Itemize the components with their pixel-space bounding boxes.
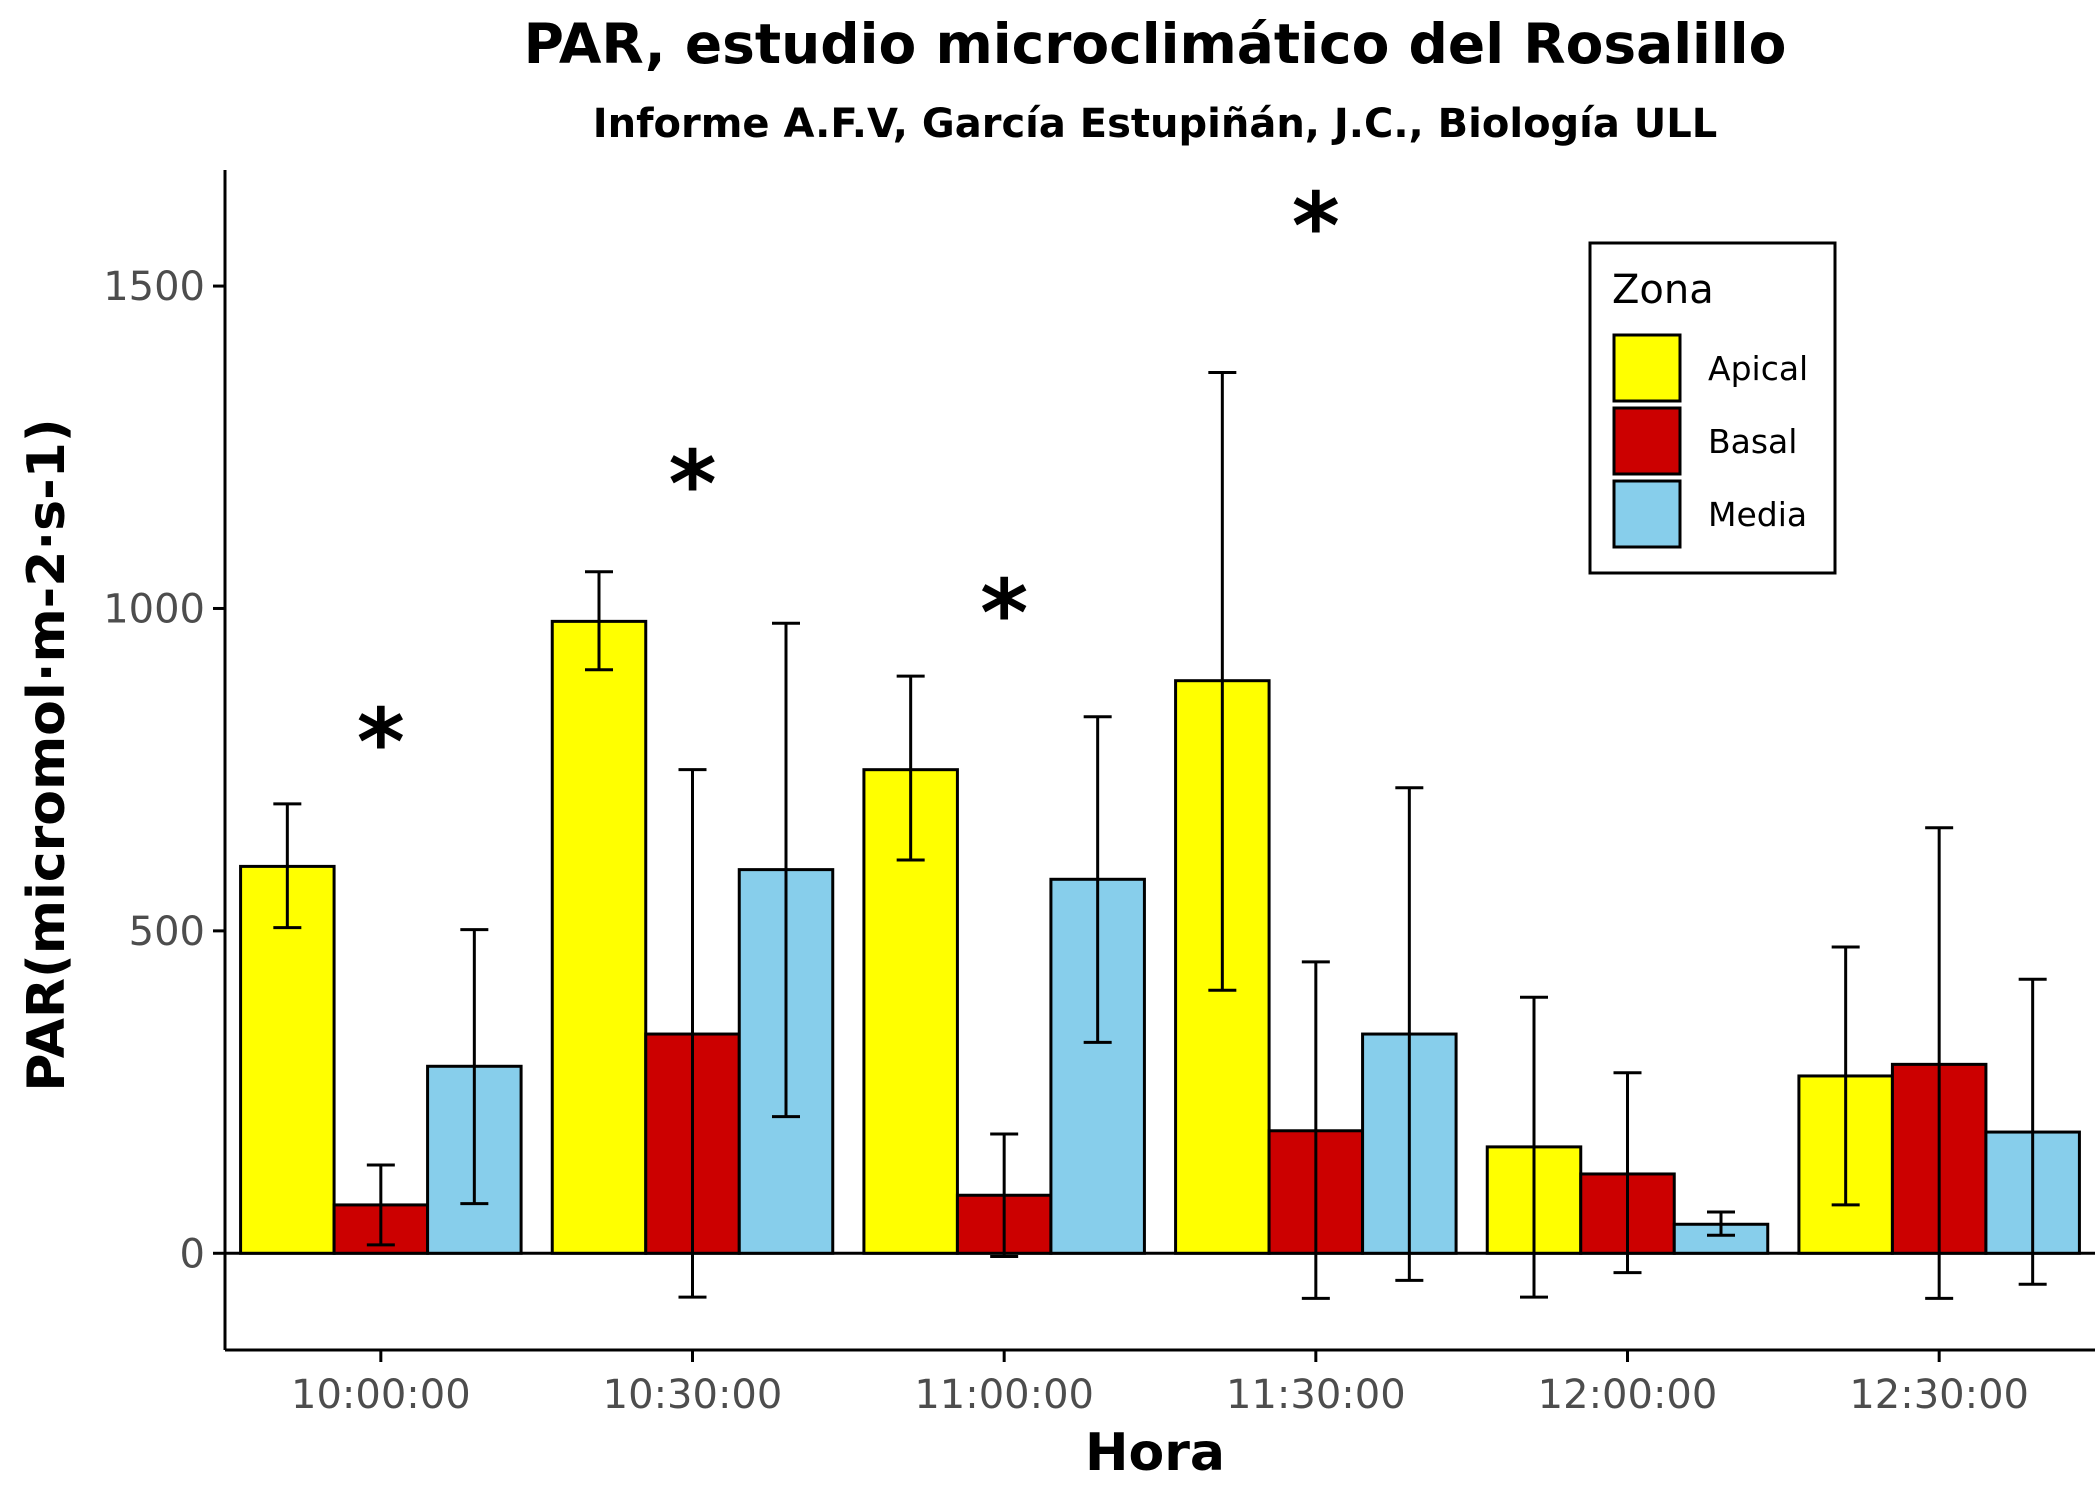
- significance-star-3: *: [1292, 173, 1340, 280]
- legend-key-basal: [1612, 406, 1682, 476]
- x-tick-label-5: 12:30:00: [1849, 1372, 2029, 1418]
- plot-area: * * * * 0 500 1000 1500 10:00:00 10:30:00 11:00:00…: [103, 170, 2095, 1418]
- y-tick-label-1: 500: [129, 909, 205, 955]
- significance-star-1: *: [668, 431, 716, 538]
- legend-label-media: Media: [1708, 495, 1807, 534]
- legend-label-basal: Basal: [1708, 422, 1797, 461]
- x-tick-label-3: 11:30:00: [1226, 1372, 1406, 1418]
- significance-star-2: *: [980, 560, 1028, 667]
- legend-key-apical: [1612, 333, 1682, 403]
- significance-star-0: *: [357, 689, 405, 796]
- y-axis-title: PAR(micromol·m-2·s-1): [17, 418, 77, 1091]
- chart-title: PAR, estudio microclimático del Rosalill…: [524, 12, 1787, 76]
- x-tick-label-0: 10:00:00: [291, 1372, 471, 1418]
- x-tick-label-2: 11:00:00: [914, 1372, 1094, 1418]
- bar-apical-1: [550, 619, 648, 1255]
- y-tick-label-0: 0: [180, 1231, 205, 1277]
- legend: Zona Apical Basal Media: [1588, 241, 1837, 575]
- y-tick-label-2: 1000: [103, 586, 205, 632]
- legend-key-media: [1612, 479, 1682, 549]
- y-tick-label-3: 1500: [103, 264, 205, 310]
- x-tick-label-1: 10:30:00: [603, 1372, 783, 1418]
- bar-apical-0: [239, 864, 336, 1255]
- x-axis-title: Hora: [1085, 1423, 1225, 1483]
- chart-subtitle: Informe A.F.V, García Estupiñán, J.C., B…: [593, 101, 1718, 147]
- legend-title: Zona: [1612, 267, 1714, 313]
- x-tick-label-4: 12:00:00: [1538, 1372, 1718, 1418]
- legend-label-apical: Apical: [1708, 349, 1808, 388]
